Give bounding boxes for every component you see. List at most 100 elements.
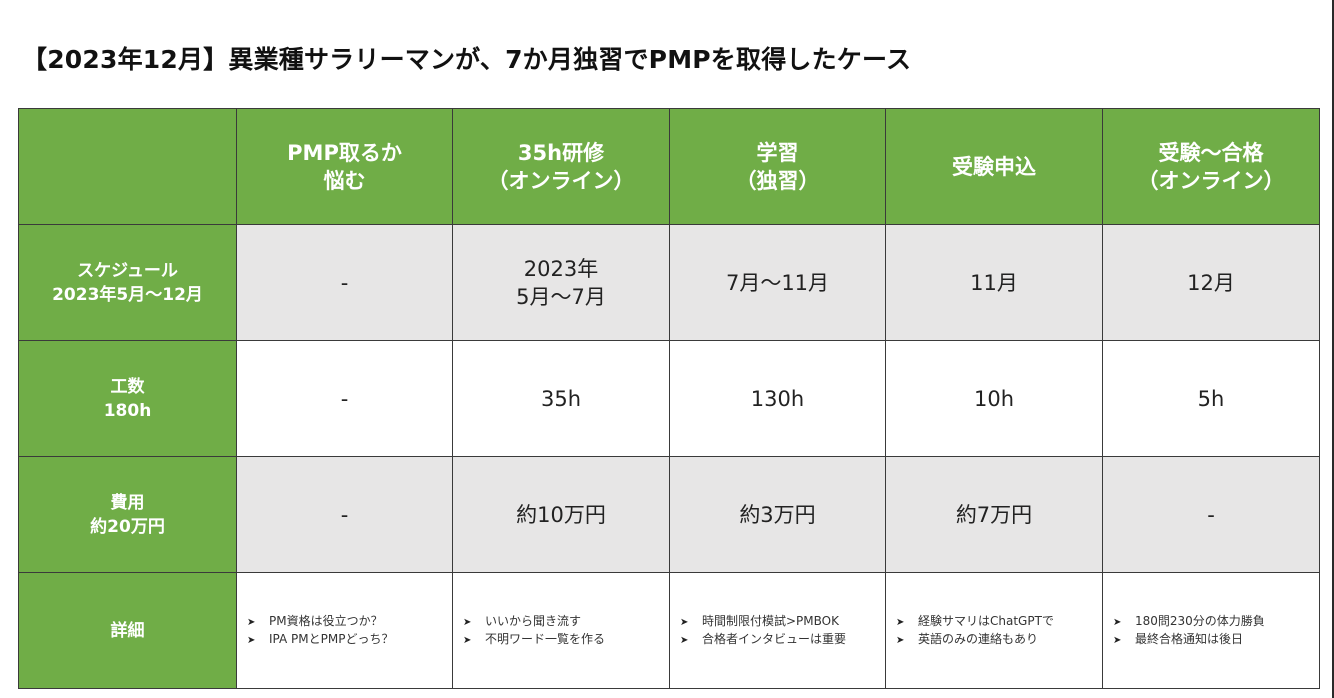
table-cell: - [236,340,453,457]
details-item: ➤ 180問230分の体力勝負 [1113,613,1319,631]
details-list: ➤ 時間制限付模試>PMBOK ➤ 合格者インタビューは重要 [670,613,885,649]
column-header-line: （オンライン） [1137,168,1285,193]
details-item: ➤ いいから聞き流す [463,613,669,631]
column-header-line: 受験～合格 [1158,140,1264,165]
details-cell: ➤ 時間制限付模試>PMBOK ➤ 合格者インタビューは重要 [669,572,886,689]
column-header-line: （独習） [735,168,820,193]
arrow-bullet-icon: ➤ [463,616,472,628]
table-cell: 35h [452,340,670,457]
row-header-line: 工数 [110,376,145,397]
cell-line: 約3万円 [739,502,816,527]
header-row: PMP取るか 悩む 35h研修 （オンライン） 学習 （独習） 受験申込 受験～… [18,108,1320,225]
table-cell: 2023年 5月～7月 [452,224,670,341]
cell-line: 35h [540,386,582,411]
row-header-cost: 費用 約20万円 [18,456,237,573]
details-item: ➤ 時間制限付模試>PMBOK [680,613,885,631]
cell-line: 約7万円 [955,502,1033,527]
arrow-bullet-icon: ➤ [247,634,256,646]
table-cell: - [1102,456,1320,573]
column-header-line: 学習 [756,140,799,165]
details-cell: ➤ いいから聞き流す ➤ 不明ワード一覧を作る [452,572,670,689]
details-item: ➤ 英語のみの連絡もあり [896,631,1102,649]
arrow-bullet-icon: ➤ [896,616,905,628]
column-header-line: 悩む [323,168,366,193]
table-cell: 11月 [885,224,1103,341]
details-item: ➤ 合格者インタビューは重要 [680,631,885,649]
corner-cell [18,108,237,225]
pmp-plan-table: PMP取るか 悩む 35h研修 （オンライン） 学習 （独習） 受験申込 受験～… [18,108,1320,689]
details-text: 不明ワード一覧を作る [485,631,606,646]
details-item: ➤ 不明ワード一覧を作る [463,631,669,649]
cell-line: 5月～7月 [516,284,606,309]
details-list: ➤ いいから聞き流す ➤ 不明ワード一覧を作る [453,613,669,649]
table-cell: 7月～11月 [669,224,886,341]
arrow-bullet-icon: ➤ [680,616,689,628]
cell-line: 12月 [1187,270,1235,295]
details-text: 英語のみの連絡もあり [918,631,1039,646]
cell-line: 130h [750,386,805,411]
details-row: 詳細 ➤ PM資格は役立つか？ ➤ IPA PMとPMPどっち？ ➤ いいから聞き流す… [18,572,1320,689]
cell-line: 10h [973,386,1015,411]
arrow-bullet-icon: ➤ [680,634,689,646]
row-header-line: 費用 [110,492,145,513]
table-cell: 130h [669,340,886,457]
column-header-exam-pass: 受験～合格 （オンライン） [1102,108,1320,225]
column-header-line: PMP取るか [287,140,402,165]
table-cell: 12月 [1102,224,1320,341]
cell-line: - [1207,502,1215,527]
details-cell: ➤ 経験サマリはChatGPTで ➤ 英語のみの連絡もあり [885,572,1103,689]
column-header-line: 35h研修 [517,140,605,165]
row-header-effort: 工数 180h [18,340,237,457]
cell-line: 2023年 [523,256,599,281]
details-text: 時間制限付模試>PMBOK [702,613,839,628]
details-text: 経験サマリはChatGPTで [918,613,1054,628]
details-text: IPA PMとPMPどっち？ [269,631,394,646]
table-cell: - [236,456,453,573]
details-item: ➤ PM資格は役立つか？ [247,613,452,631]
table-cell: - [236,224,453,341]
table-cell: 約3万円 [669,456,886,573]
details-text: 180問230分の体力勝負 [1135,613,1265,628]
page-title: 【2023年12月】異業種サラリーマンが、7か月独習でPMPを取得したケース [22,45,912,74]
cell-line: 5h [1197,386,1225,411]
details-cell: ➤ PM資格は役立つか？ ➤ IPA PMとPMPどっち？ [236,572,453,689]
column-header-training: 35h研修 （オンライン） [452,108,670,225]
cell-line: 7月～11月 [725,270,830,295]
details-text: 最終合格通知は後日 [1135,631,1244,646]
page-edge-border [1332,0,1334,698]
details-list: ➤ PM資格は役立つか？ ➤ IPA PMとPMPどっち？ [237,613,452,649]
row-header-line: 2023年5月～12月 [52,284,203,305]
table-cell: 5h [1102,340,1320,457]
cell-line: 約10万円 [516,502,606,527]
schedule-row: スケジュール 2023年5月～12月 - 2023年 5月～7月 7月～11月 … [18,224,1320,341]
column-header-decide: PMP取るか 悩む [236,108,453,225]
table-cell: 10h [885,340,1103,457]
arrow-bullet-icon: ➤ [463,634,472,646]
details-item: ➤ IPA PMとPMPどっち？ [247,631,452,649]
column-header-study: 学習 （独習） [669,108,886,225]
cost-row: 費用 約20万円 - 約10万円 約3万円 約7万円 - [18,456,1320,573]
column-header-line: （オンライン） [487,168,635,193]
table-cell: 約10万円 [452,456,670,573]
effort-row: 工数 180h - 35h 130h 10h 5h [18,340,1320,457]
column-header-application: 受験申込 [885,108,1103,225]
arrow-bullet-icon: ➤ [896,634,905,646]
column-header-line: 受験申込 [952,154,1036,179]
arrow-bullet-icon: ➤ [1113,634,1122,646]
details-list: ➤ 180問230分の体力勝負 ➤ 最終合格通知は後日 [1103,613,1319,649]
arrow-bullet-icon: ➤ [1113,616,1122,628]
row-header-schedule: スケジュール 2023年5月～12月 [18,224,237,341]
table-cell: 約7万円 [885,456,1103,573]
cell-line: - [340,502,349,527]
details-text: いいから聞き流す [485,613,582,628]
details-item: ➤ 経験サマリはChatGPTで [896,613,1102,631]
row-header-line: 180h [103,400,152,421]
row-header-line: スケジュール [77,260,178,281]
row-header-line: 約20万円 [90,516,165,537]
arrow-bullet-icon: ➤ [247,616,256,628]
cell-line: - [340,270,349,295]
details-cell: ➤ 180問230分の体力勝負 ➤ 最終合格通知は後日 [1102,572,1320,689]
details-text: 合格者インタビューは重要 [702,631,847,646]
details-text: PM資格は役立つか？ [269,613,383,628]
details-item: ➤ 最終合格通知は後日 [1113,631,1319,649]
